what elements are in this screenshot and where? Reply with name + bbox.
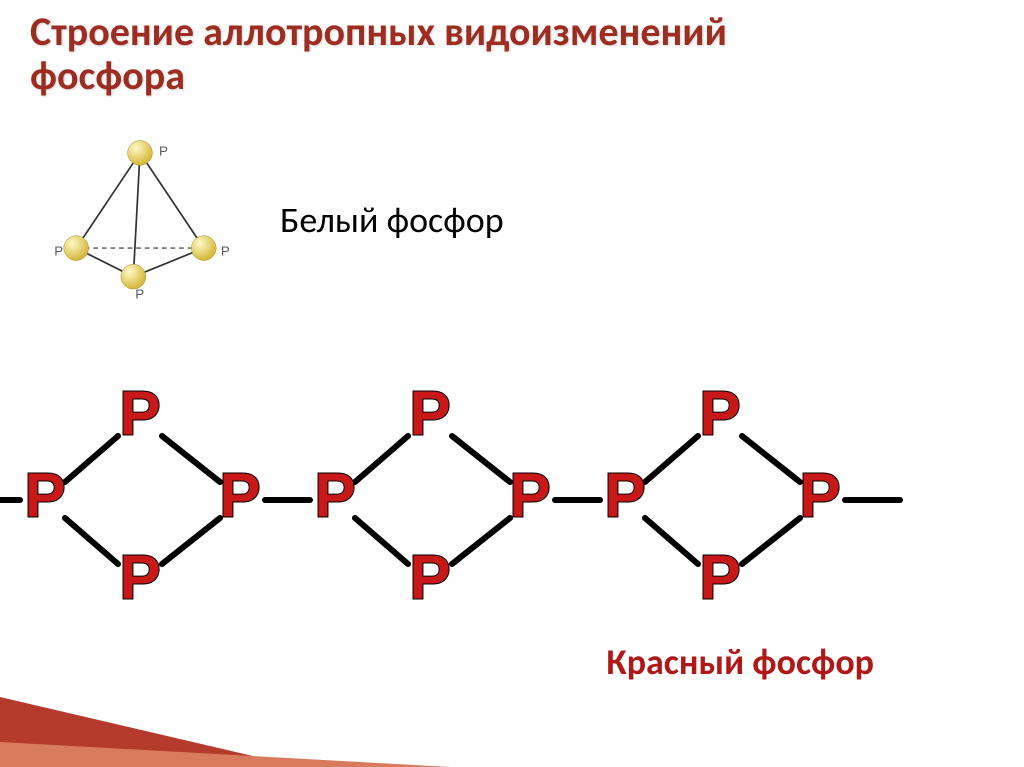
svg-text:P: P	[135, 287, 144, 302]
svg-text:P: P	[409, 379, 450, 448]
white-phosphorus-label: Белый фосфор	[280, 198, 504, 242]
svg-text:P: P	[54, 244, 63, 259]
svg-text:P: P	[314, 461, 355, 530]
title-line-2: фосфора	[30, 51, 185, 100]
svg-text:P: P	[24, 461, 65, 530]
white-phosphorus-section: P P P P Белый фосфор	[40, 130, 504, 310]
svg-text:P: P	[699, 543, 740, 612]
svg-text:P: P	[119, 543, 160, 612]
svg-text:P: P	[509, 461, 550, 530]
svg-text:P: P	[699, 379, 740, 448]
svg-text:P: P	[799, 461, 840, 530]
red-phosphorus-label: Красный фосфор	[606, 640, 874, 684]
title-line-1: Строение аллотропных видоизменений	[30, 7, 727, 56]
red-phosphorus-diagram: PPPPPPPPPPPP	[0, 370, 1024, 630]
svg-text:P: P	[159, 144, 168, 159]
svg-text:P: P	[409, 543, 450, 612]
page-title: Строение аллотропных видоизменений фосфо…	[30, 10, 727, 98]
svg-text:P: P	[221, 244, 230, 259]
svg-text:P: P	[119, 379, 160, 448]
red-phosphorus-section: PPPPPPPPPPPP	[0, 370, 1024, 630]
svg-text:P: P	[604, 461, 645, 530]
decorative-corner-2	[0, 742, 450, 767]
svg-text:P: P	[219, 461, 260, 530]
white-phosphorus-diagram: P P P P	[40, 130, 240, 310]
